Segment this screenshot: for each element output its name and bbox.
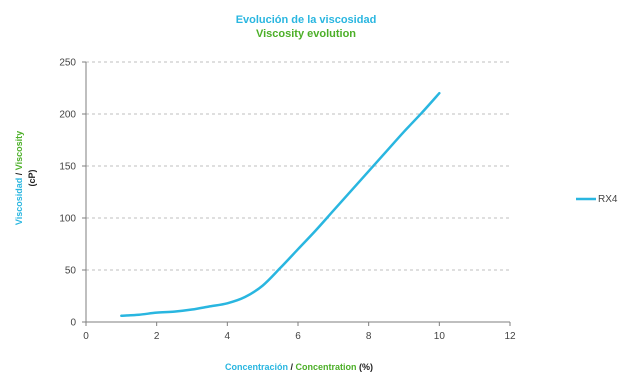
- x-tick-label-8: 8: [366, 331, 372, 342]
- x-axis-label-english: Concentration: [296, 362, 357, 372]
- legend: RX4: [576, 194, 618, 205]
- x-tick-label-4: 4: [225, 331, 231, 342]
- axes: [82, 61, 511, 326]
- series-lines: [120, 91, 441, 318]
- y-axis-label-english: Viscosity: [14, 131, 24, 170]
- svg-text:Viscosidad / Viscosity: Viscosidad / Viscosity: [14, 131, 24, 225]
- y-tick-label-250: 250: [59, 58, 76, 69]
- series-line-rx4: [120, 91, 441, 318]
- x-axis-label-unit: (%): [357, 362, 374, 372]
- x-tick-label-0: 0: [83, 331, 89, 342]
- x-axis-label-spanish: Concentración: [225, 362, 288, 372]
- y-axis-label-separator: /: [14, 170, 24, 178]
- legend-label-rx4: RX4: [598, 194, 618, 205]
- chart-title: Evolución de la viscosidad: [236, 14, 377, 26]
- x-axis-label-separator: /: [288, 362, 296, 372]
- y-tick-label-0: 0: [70, 318, 76, 329]
- x-axis-label: Concentración / Concentration (%): [225, 362, 373, 372]
- x-tick-label-2: 2: [154, 331, 160, 342]
- y-axis-label-unit: (cP): [27, 169, 37, 186]
- x-tick-label-6: 6: [295, 331, 301, 342]
- x-tick-label-12: 12: [504, 331, 516, 342]
- y-tick-label-100: 100: [59, 214, 76, 225]
- chart-subtitle: Viscosity evolution: [256, 28, 356, 40]
- tick-labels: 0 50 100 150 200 250 0 2 4 6 8 10 12: [59, 58, 516, 343]
- y-tick-label-200: 200: [59, 110, 76, 121]
- gridlines: [86, 61, 510, 271]
- y-tick-label-150: 150: [59, 162, 76, 173]
- y-tick-label-50: 50: [65, 266, 77, 277]
- y-axis-label-spanish: Viscosidad: [14, 178, 24, 225]
- x-tick-label-10: 10: [434, 331, 446, 342]
- y-axis-label: Viscosidad / Viscosity (cP): [14, 131, 37, 225]
